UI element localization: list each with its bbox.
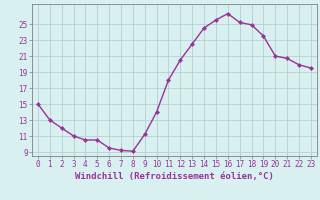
X-axis label: Windchill (Refroidissement éolien,°C): Windchill (Refroidissement éolien,°C)	[75, 172, 274, 181]
